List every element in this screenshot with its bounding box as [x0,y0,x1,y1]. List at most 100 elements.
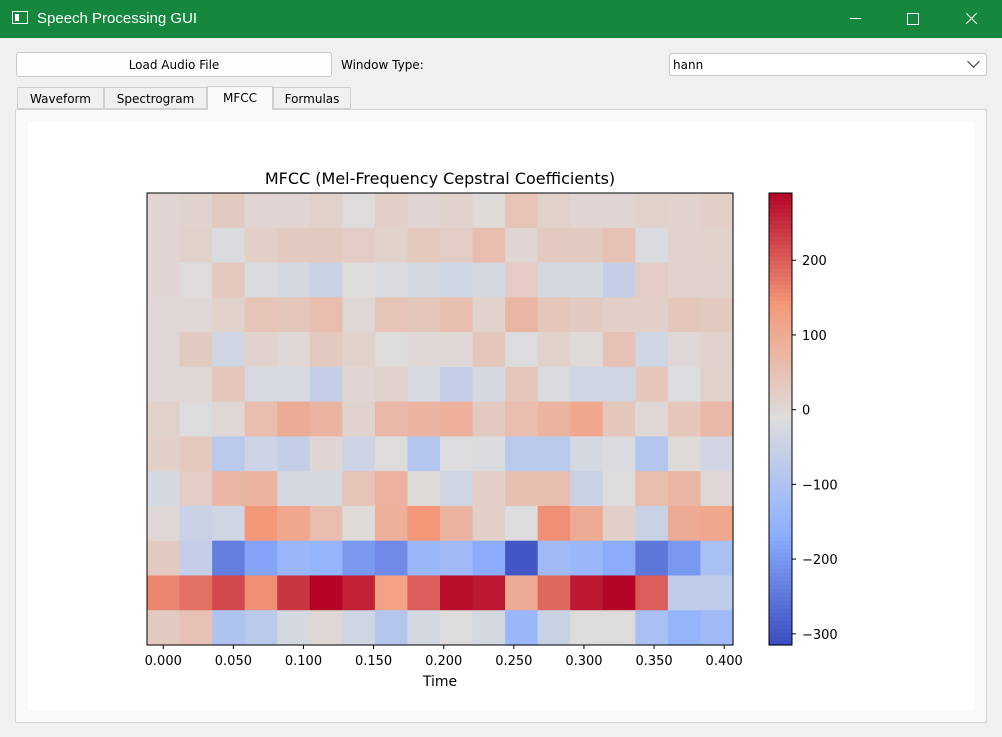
heatmap-cell [407,610,441,646]
colorbar-segment [769,413,792,418]
heatmap-cell [244,436,278,472]
minimize-icon[interactable] [826,0,884,38]
maximize-icon[interactable] [884,0,942,38]
colorbar-segment [769,381,792,386]
heatmap-cell [602,332,636,368]
colorbar-tick-label: 100 [802,329,827,344]
heatmap-cell [342,262,376,298]
colorbar-segment [769,537,792,542]
heatmap-cell [309,436,343,472]
heatmap-cell [342,575,376,611]
heatmap-cell [277,401,311,437]
heatmap-cell [277,540,311,577]
heatmap-cell [244,401,278,437]
heatmap-cell [700,436,734,472]
heatmap-cell [147,332,181,368]
heatmap-cell [570,332,604,368]
heatmap-cell [277,575,311,611]
colorbar-segment [769,525,792,530]
heatmap-cell [212,505,246,542]
heatmap-cell [244,610,278,646]
heatmap-cell [212,610,246,646]
colorbar-segment [769,349,792,354]
heatmap-cell [147,227,181,264]
heatmap-cell [147,436,181,472]
colorbar-segment [769,249,792,254]
heatmap-cell [374,610,409,646]
colorbar-segment [769,293,792,298]
heatmap-cell [537,505,571,542]
colorbar-segment [769,197,792,202]
colorbar-segment [769,505,792,510]
heatmap-cell [505,505,539,542]
colorbar-segment [769,437,792,442]
heatmap-cell [179,471,213,507]
heatmap-cell [309,610,343,646]
colorbar-segment [769,601,792,606]
heatmap-cell [244,332,278,368]
heatmap-cell [472,610,506,646]
tab-spectrogram[interactable]: Spectrogram [104,87,207,109]
window-type-select[interactable]: hann [669,53,987,76]
colorbar-segment [769,637,792,642]
heatmap-cell [667,540,702,577]
colorbar-segment [769,617,792,622]
tab-formulas[interactable]: Formulas [273,87,351,109]
colorbar-segment [769,337,792,342]
heatmap-cell [179,540,213,577]
tab-mfcc[interactable]: MFCC [207,86,273,110]
heatmap-cell [147,505,181,542]
heatmap-cell [342,332,376,368]
colorbar-segment [769,365,792,370]
colorbar-segment [769,321,792,326]
heatmap-cell [667,401,702,437]
colorbar-segment [769,613,792,618]
colorbar-segment [769,409,792,414]
colorbar-segment [769,485,792,490]
heatmap-cell [147,297,181,333]
colorbar-tick-label: 200 [802,254,827,269]
heatmap-cell [179,366,213,403]
colorbar-segment [769,233,792,238]
colorbar-segment [769,421,792,426]
heatmap-cell [244,505,278,542]
heatmap-cell [440,332,474,368]
heatmap-cell [602,227,636,264]
heatmap-cell [374,471,409,507]
heatmap-cell [472,575,506,611]
heatmap-cell [602,366,636,403]
x-tick-label: 0.350 [635,654,672,669]
heatmap-cell [570,262,604,298]
colorbar-segment [769,445,792,450]
heatmap-cell [537,227,571,264]
heatmap-cell [537,436,571,472]
heatmap-cell [212,262,246,298]
window-type-label: Window Type: [341,58,424,72]
heatmap-cell [212,401,246,437]
heatmap-cell [342,471,376,507]
heatmap-cell [212,366,246,403]
heatmap-cell [537,401,571,437]
heatmap-cell [570,540,604,577]
colorbar-segment [769,325,792,330]
heatmap-cell [179,262,213,298]
colorbar-segment [769,605,792,610]
colorbar-tick-label: 0 [802,404,810,419]
tab-waveform[interactable]: Waveform [17,87,104,109]
load-audio-button[interactable]: Load Audio File [16,52,332,77]
colorbar-segment [769,213,792,218]
heatmap-cell [700,262,734,298]
heatmap-cell [505,332,539,368]
heatmap-cell [667,366,702,403]
x-tick-label: 0.250 [495,654,532,669]
colorbar-segment [769,253,792,258]
heatmap-cell [244,540,278,577]
heatmap-cell [602,262,636,298]
heatmap-cell [309,575,343,611]
colorbar-segment [769,545,792,550]
colorbar-segment [769,493,792,498]
heatmap-cell [505,401,539,437]
colorbar-segment [769,577,792,582]
colorbar-segment [769,641,792,646]
heatmap-cell [374,297,409,333]
